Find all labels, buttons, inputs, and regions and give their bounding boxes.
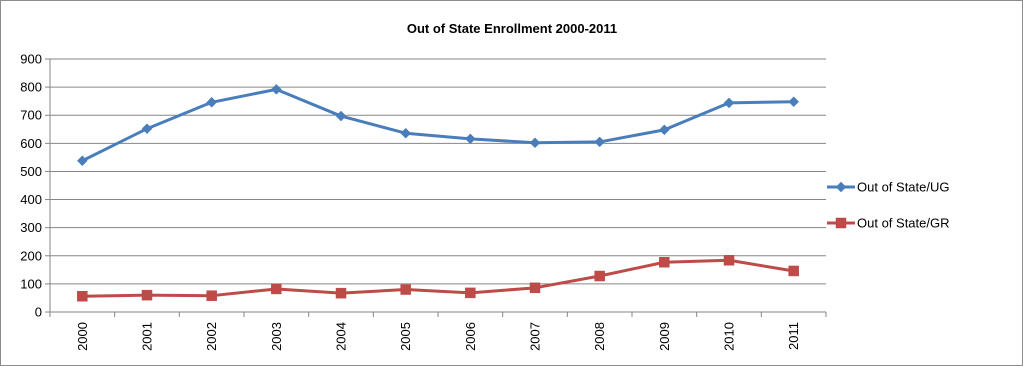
data-point bbox=[788, 96, 800, 108]
data-point bbox=[335, 287, 347, 299]
data-point bbox=[271, 283, 282, 295]
series-0 bbox=[76, 84, 800, 167]
data-point bbox=[464, 133, 476, 145]
data-point bbox=[658, 124, 670, 136]
x-tick-label: 2007 bbox=[528, 322, 543, 351]
y-tick-label: 400 bbox=[20, 192, 42, 207]
x-tick-label: 2010 bbox=[722, 322, 737, 351]
data-point bbox=[76, 155, 88, 167]
y-tick-label: 0 bbox=[35, 305, 42, 320]
x-tick-label: 2002 bbox=[204, 322, 219, 351]
legend-label: Out of State/GR bbox=[857, 216, 950, 231]
data-point bbox=[206, 96, 218, 108]
axes bbox=[45, 58, 827, 317]
data-point bbox=[465, 287, 476, 299]
data-point bbox=[723, 97, 735, 109]
legend-marker bbox=[835, 217, 847, 229]
series-1 bbox=[77, 255, 799, 302]
legend-item: Out of State/GR bbox=[827, 216, 950, 231]
gridlines bbox=[50, 58, 826, 285]
data-point bbox=[594, 270, 605, 282]
chart-title: Out of State Enrollment 2000-2011 bbox=[407, 21, 617, 36]
y-axis-tick-labels: 0 100 200 300 400 500 600 700 800 900 bbox=[20, 52, 42, 320]
data-point bbox=[659, 256, 670, 268]
data-point bbox=[77, 291, 88, 302]
data-point bbox=[141, 123, 153, 135]
x-tick-label: 2008 bbox=[592, 322, 607, 351]
x-tick-label: 2000 bbox=[75, 322, 90, 351]
data-point bbox=[529, 282, 541, 294]
x-tick-label: 2003 bbox=[269, 322, 284, 351]
y-tick-label: 600 bbox=[20, 136, 42, 151]
legend-marker bbox=[835, 181, 847, 193]
legend-label: Out of State/UG bbox=[857, 180, 950, 195]
y-tick-label: 900 bbox=[20, 52, 42, 67]
data-point bbox=[723, 255, 735, 266]
y-tick-label: 200 bbox=[20, 248, 42, 263]
data-point bbox=[270, 84, 282, 95]
x-tick-label: 2011 bbox=[786, 322, 801, 350]
data-point bbox=[141, 289, 153, 301]
y-tick-label: 100 bbox=[20, 276, 42, 291]
x-tick-label: 2001 bbox=[140, 322, 155, 351]
y-tick-label: 300 bbox=[20, 220, 42, 235]
x-tick-label: 2009 bbox=[657, 322, 672, 351]
y-tick-label: 700 bbox=[20, 108, 42, 123]
data-point bbox=[335, 110, 347, 122]
data-point bbox=[788, 265, 799, 277]
y-tick-label: 500 bbox=[20, 164, 42, 179]
data-point bbox=[594, 136, 606, 148]
legend-item: Out of State/UG bbox=[827, 180, 950, 195]
x-axis-tick-labels: 2000 2001 2002 2003 2004 2005 2006 2007 2008 2009… bbox=[75, 322, 801, 351]
data-point bbox=[400, 127, 412, 139]
data-point bbox=[206, 290, 217, 301]
y-tick-label: 800 bbox=[20, 80, 42, 95]
series-layer bbox=[76, 84, 800, 302]
series-line bbox=[80, 258, 796, 298]
legend: Out of State/UG Out of State/GR bbox=[827, 180, 950, 231]
data-point bbox=[400, 284, 411, 295]
x-tick-label: 2006 bbox=[463, 322, 478, 351]
x-tick-label: 2004 bbox=[334, 322, 349, 351]
data-point bbox=[529, 137, 541, 149]
series-line bbox=[80, 87, 796, 163]
x-tick-label: 2005 bbox=[398, 322, 413, 351]
